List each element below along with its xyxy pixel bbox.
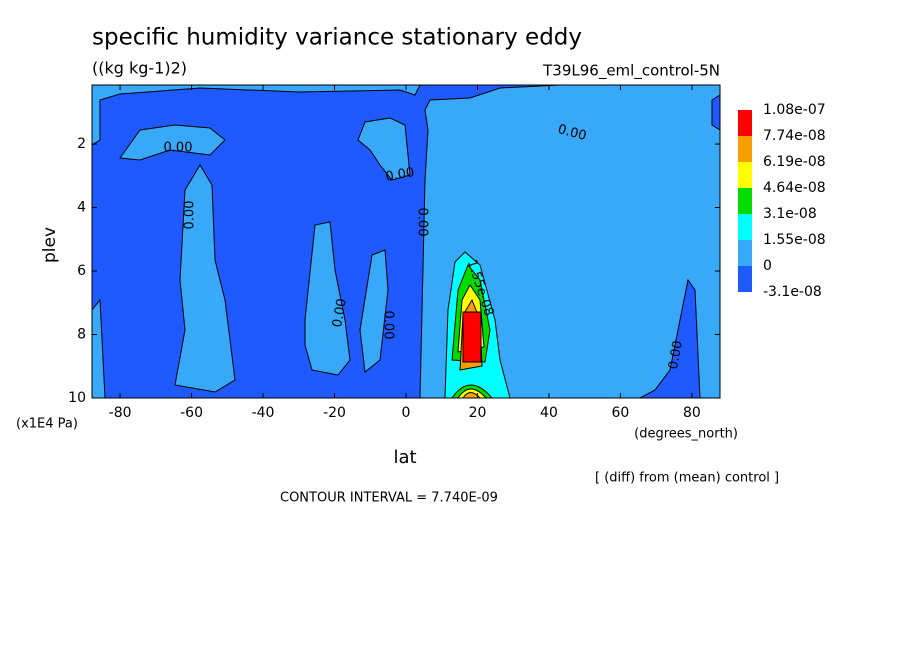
colorbar-swatch	[738, 214, 752, 240]
run-label: T39L96_eml_control-5N	[542, 62, 720, 81]
x-tick-label: -20	[323, 405, 346, 421]
colorbar-label: 0	[763, 258, 772, 274]
colorbar-label: 4.64e-08	[763, 180, 826, 196]
contour-label: 0.00	[330, 297, 350, 328]
y-tick-label: 8	[77, 327, 86, 343]
note: [ (diff) from (mean) control ]	[595, 471, 779, 486]
colorbar-label: 6.19e-08	[763, 154, 826, 170]
y-axis-label: plev	[40, 227, 60, 263]
plot-area	[91, 84, 721, 399]
y-tick-label: 6	[77, 263, 86, 279]
x-tick-label: 60	[612, 405, 630, 421]
y-tick-label: 2	[77, 136, 86, 152]
chart-subtitle: ((kg kg-1)2)	[92, 59, 187, 78]
x-tick-label: -80	[109, 405, 132, 421]
contour-interval: CONTOUR INTERVAL = 7.740E-09	[280, 491, 498, 506]
x-tick-label: 80	[683, 405, 701, 421]
x-tick-label: -40	[252, 405, 275, 421]
contour-label: 0.00	[164, 141, 193, 156]
chart-title: specific humidity variance stationary ed…	[92, 25, 582, 51]
contour-label: 0.00	[183, 201, 198, 230]
colorbar-label: -3.1e-08	[763, 284, 822, 300]
y-tick-label: 10	[68, 390, 86, 406]
colorbar-label: 1.08e-07	[763, 102, 826, 118]
contour-band	[304, 221, 351, 376]
contour-band	[357, 117, 411, 181]
colorbar-swatch	[738, 188, 752, 214]
colorbar-label: 1.55e-08	[763, 232, 826, 248]
x-tick-label: 0	[402, 405, 411, 421]
contour-band	[174, 164, 236, 393]
colorbar-swatch	[738, 136, 752, 162]
colorbar-label: 3.1e-08	[763, 206, 817, 222]
contour-label: 0.00	[381, 311, 396, 340]
y-tick-label: 4	[77, 200, 86, 216]
x-tick-label: -60	[180, 405, 203, 421]
contour-band	[359, 249, 389, 373]
colorbar-swatch	[738, 110, 752, 136]
y-axis-unit: (x1E4 Pa)	[16, 417, 78, 432]
colorbar-swatch	[738, 162, 752, 188]
contour-label: 0.00	[415, 208, 430, 237]
colorbar-label: 7.74e-08	[763, 128, 826, 144]
x-axis-unit: (degrees_north)	[634, 427, 738, 442]
contour-label: 0.00	[556, 122, 588, 144]
x-tick-label: 40	[540, 405, 558, 421]
colorbar-swatch	[738, 266, 752, 292]
contour-band	[462, 311, 482, 363]
colorbar-swatch	[738, 240, 752, 266]
x-axis-label: lat	[393, 447, 416, 468]
contour-band	[91, 84, 421, 146]
contour-label: 0.00	[666, 339, 686, 370]
contour-band	[119, 124, 226, 161]
contour-label: 0.00	[384, 165, 415, 185]
x-tick-label: 20	[469, 405, 487, 421]
